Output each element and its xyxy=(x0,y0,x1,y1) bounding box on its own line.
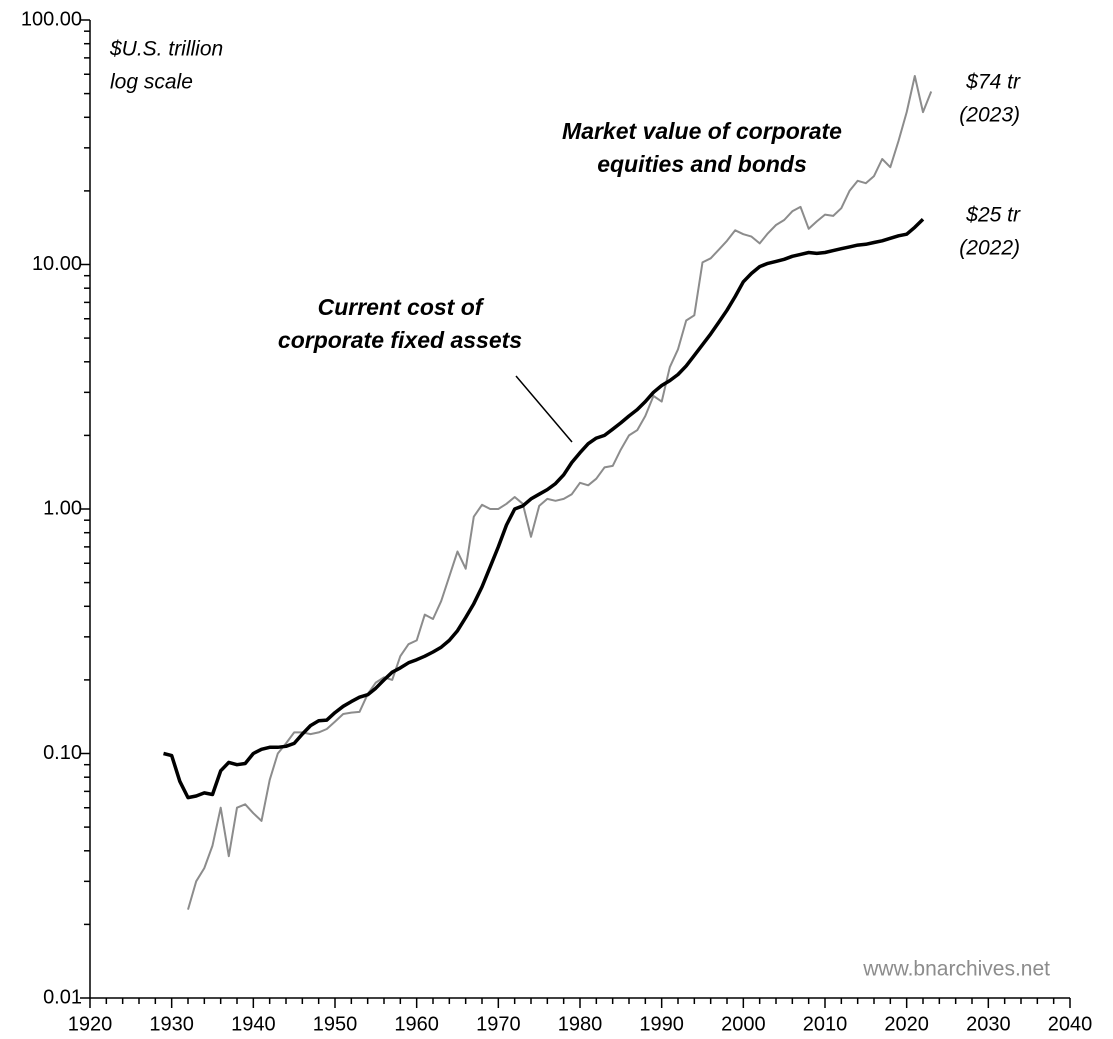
annotation: equities and bonds xyxy=(597,151,807,177)
y-tick-label: 0.10 xyxy=(43,742,82,764)
annotation: $74 tr xyxy=(965,71,1021,94)
annotation: log scale xyxy=(110,71,193,94)
x-tick-label: 1920 xyxy=(68,1013,113,1035)
x-tick-label: 1990 xyxy=(639,1013,684,1035)
source: www.bnarchives.net xyxy=(862,958,1050,981)
annotation: $U.S. trillion xyxy=(109,38,223,61)
x-tick-label: 1980 xyxy=(558,1013,603,1035)
annotation: $25 tr xyxy=(965,204,1021,227)
y-tick-label: 10.00 xyxy=(32,253,82,275)
x-tick-label: 1950 xyxy=(313,1013,358,1035)
x-tick-label: 1960 xyxy=(394,1013,439,1035)
x-tick-label: 2040 xyxy=(1048,1013,1093,1035)
x-tick-label: 2000 xyxy=(721,1013,766,1035)
x-tick-label: 2030 xyxy=(966,1013,1011,1035)
x-tick-label: 2010 xyxy=(803,1013,848,1035)
x-tick-label: 1970 xyxy=(476,1013,521,1035)
annotation: Market value of corporate xyxy=(562,118,842,144)
y-tick-label: 1.00 xyxy=(43,497,82,519)
annotation: corporate fixed assets xyxy=(278,327,522,353)
annotation: (2022) xyxy=(959,237,1020,260)
annotation: Current cost of xyxy=(318,294,485,320)
x-tick-label: 2020 xyxy=(884,1013,929,1035)
x-tick-label: 1930 xyxy=(149,1013,194,1035)
data-line xyxy=(163,218,925,800)
y-tick-label: 100.00 xyxy=(21,8,82,30)
y-tick-label: 0.01 xyxy=(43,986,82,1008)
x-tick-label: 1940 xyxy=(231,1013,276,1035)
leader-line xyxy=(515,375,573,443)
data-line xyxy=(187,75,933,910)
annotation: (2023) xyxy=(959,104,1020,127)
